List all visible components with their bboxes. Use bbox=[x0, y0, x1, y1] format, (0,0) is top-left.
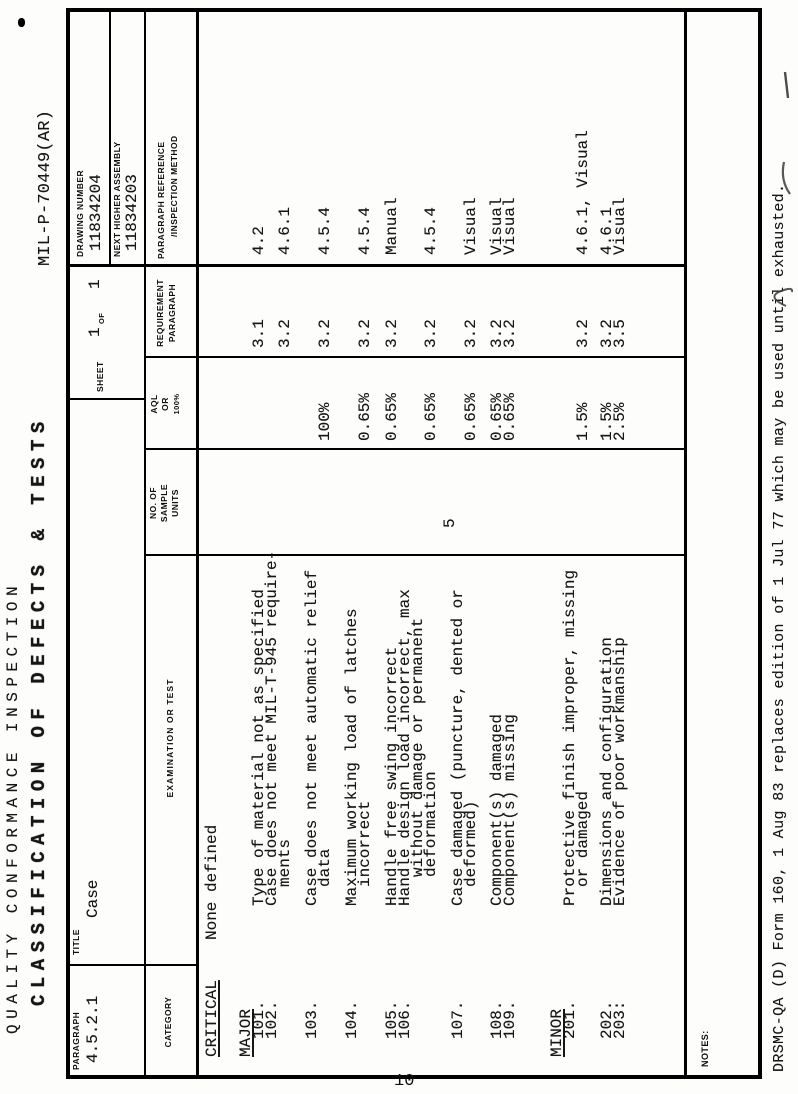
doc-title-line2: CLASSIFICATION OF DEFECTS & TESTS bbox=[28, 415, 50, 1006]
sheet-value-1: 1 bbox=[86, 327, 104, 337]
aql-value: 0.65% bbox=[462, 392, 480, 441]
aql-value: 2.5% bbox=[611, 402, 629, 441]
sheet-label: SHEET bbox=[95, 361, 105, 392]
col-header-sample-1: NO. OF bbox=[148, 487, 158, 519]
ref-value: 4.6.1, Visual bbox=[574, 130, 592, 255]
defect-line: Evidence of poor workmanship bbox=[611, 637, 629, 906]
sample-units-value: 5 bbox=[441, 518, 459, 528]
req-value: 3.2 bbox=[276, 319, 294, 348]
ref-value: Visual bbox=[611, 197, 629, 255]
defect-number: 102. bbox=[263, 1000, 281, 1039]
ref-value: 4.5.4 bbox=[356, 206, 374, 255]
defect-line: deformation bbox=[422, 771, 440, 877]
col-header-requirement-2: PARAGRAPH bbox=[167, 283, 177, 343]
ref-value: Visual bbox=[462, 197, 480, 255]
ref-value: Manual bbox=[383, 197, 401, 255]
req-value: 3.2 bbox=[462, 319, 480, 348]
rule-drawing-nha bbox=[109, 8, 111, 266]
drawing-number-value: 11834204 bbox=[87, 174, 105, 251]
req-value: 3.2 bbox=[574, 319, 592, 348]
defect-number: 201. bbox=[561, 1000, 579, 1039]
form-footer: DRSMC-QA (D) Form 160, 1 Aug 83 replaces… bbox=[771, 183, 788, 1072]
defect-line: or damaged bbox=[574, 790, 592, 887]
aql-value: 0.65% bbox=[383, 392, 401, 441]
next-higher-assembly-value: 11834203 bbox=[123, 174, 141, 251]
sheet-of-label: OF bbox=[97, 312, 106, 324]
page-number: 10 bbox=[394, 1072, 415, 1091]
col-header-reference-2: /INSPECTION METHOD bbox=[169, 135, 179, 237]
req-value: 3.5 bbox=[611, 319, 629, 348]
defect-number: 104. bbox=[343, 1000, 361, 1039]
rule-sample-col-left bbox=[144, 554, 686, 556]
defect-number: 107. bbox=[449, 1000, 467, 1039]
ref-value: 4.6.1 bbox=[276, 206, 294, 255]
paragraph-value: 4.5.2.1 bbox=[84, 995, 102, 1063]
defect-line: ments bbox=[276, 838, 294, 887]
defect-line: incorrect bbox=[356, 800, 374, 887]
defect-line: Component(s) missing bbox=[501, 713, 519, 906]
req-value: 3.2 bbox=[501, 319, 519, 348]
spec-number: MIL-P-70449(AR) bbox=[36, 109, 55, 266]
col-header-examination: EXAMINATION OR TEST bbox=[165, 678, 175, 798]
aql-value: 0.65% bbox=[356, 392, 374, 441]
defect-number: 103. bbox=[303, 1000, 321, 1039]
category-critical: CRITICAL bbox=[203, 980, 221, 1057]
rule-aql-col-left bbox=[144, 448, 686, 450]
sheet-value-2: 1 bbox=[86, 279, 104, 289]
col-header-aql-1: AQL bbox=[149, 394, 159, 414]
req-value: 3.2 bbox=[316, 319, 334, 348]
title-label: TITLE bbox=[71, 929, 81, 955]
rule-notes-top bbox=[684, 8, 687, 1079]
req-value: 3.2 bbox=[383, 319, 401, 348]
aql-value: 100% bbox=[316, 402, 334, 441]
defect-line: data bbox=[316, 848, 334, 887]
req-value: 3.2 bbox=[356, 319, 374, 348]
aql-value: 0.65% bbox=[422, 392, 440, 441]
col-header-aql-2: OR bbox=[160, 397, 170, 411]
ref-value: 4.2 bbox=[250, 226, 268, 255]
req-value: 3.2 bbox=[422, 319, 440, 348]
col-header-aql-3: 100% bbox=[172, 393, 181, 415]
col-header-sample-2: SAMPLE bbox=[159, 483, 169, 523]
rule-paragraph-title-divider bbox=[66, 964, 199, 966]
critical-text: None defined bbox=[203, 824, 221, 940]
col-header-category: CATEGORY bbox=[163, 996, 173, 1048]
doc-title-line1: QUALITY CONFORMANCE INSPECTION bbox=[4, 580, 22, 1034]
defect-number: 106. bbox=[396, 1000, 414, 1039]
paragraph-label: PARAGRAPH bbox=[71, 1011, 81, 1070]
col-header-reference-1: PARAGRAPH REFERENCE bbox=[156, 141, 166, 260]
ref-value: 4.5.4 bbox=[316, 206, 334, 255]
scan-artifact-blob bbox=[18, 18, 25, 27]
title-value: Case bbox=[84, 879, 102, 918]
notes-label: NOTES: bbox=[700, 1030, 710, 1067]
rule-req-col-left bbox=[144, 356, 686, 358]
rule-title-sheet-divider bbox=[66, 398, 146, 400]
rule-header-row1-bottom bbox=[144, 8, 146, 1079]
drawing-number-label: DRAWING NUMBER bbox=[75, 169, 85, 257]
req-value: 3.1 bbox=[250, 319, 268, 348]
defect-number: 109. bbox=[501, 1000, 519, 1039]
col-header-requirement-1: REQUIREMENT bbox=[155, 279, 165, 347]
defect-line: deformed) bbox=[462, 800, 480, 887]
ref-value: 4.5.4 bbox=[422, 206, 440, 255]
pen-mark bbox=[773, 71, 794, 307]
ref-value: Visual bbox=[501, 197, 519, 255]
defect-number: 203: bbox=[611, 1000, 629, 1039]
rule-header-row2-bottom bbox=[196, 8, 199, 1079]
aql-value: 0.65% bbox=[501, 392, 519, 441]
aql-value: 1.5% bbox=[574, 402, 592, 441]
next-higher-assembly-label: NEXT HIGHER ASSEMBLY bbox=[112, 141, 122, 257]
col-header-sample-3: UNITS bbox=[170, 489, 180, 517]
rule-reference-col-left bbox=[66, 264, 686, 267]
